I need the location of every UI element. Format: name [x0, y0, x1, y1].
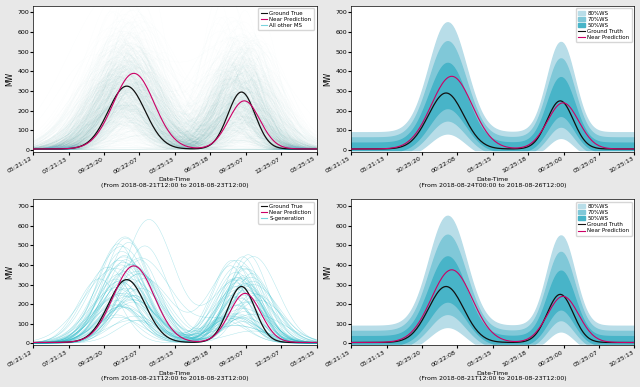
Y-axis label: MW: MW — [6, 265, 15, 279]
X-axis label: Date-Time
(From 2018-08-21T12:00 to 2018-08-23T12:00): Date-Time (From 2018-08-21T12:00 to 2018… — [101, 177, 249, 188]
Y-axis label: MW: MW — [323, 265, 332, 279]
Legend: 80%WS, 70%WS, 50%WS, Ground Truth, Near Prediction: 80%WS, 70%WS, 50%WS, Ground Truth, Near … — [576, 9, 632, 42]
Y-axis label: MW: MW — [6, 72, 15, 86]
Legend: Ground True, Near Prediction, All other MS: Ground True, Near Prediction, All other … — [259, 9, 314, 30]
X-axis label: Date-Time
(From 2018-08-24T00:00 to 2018-08-26T12:00): Date-Time (From 2018-08-24T00:00 to 2018… — [419, 177, 566, 188]
X-axis label: Date-Time
(From 2018-08-21T12:00 to 2018-08-23T12:00): Date-Time (From 2018-08-21T12:00 to 2018… — [419, 371, 566, 381]
Legend: 80%WS, 70%WS, 50%WS, Ground Truth, Near Prediction: 80%WS, 70%WS, 50%WS, Ground Truth, Near … — [576, 202, 632, 236]
X-axis label: Date-Time
(From 2018-08-21T12:00 to 2018-08-23T12:00): Date-Time (From 2018-08-21T12:00 to 2018… — [101, 371, 249, 382]
Y-axis label: MW: MW — [323, 72, 332, 86]
Legend: Ground True, Near Prediction, S-generation: Ground True, Near Prediction, S-generati… — [259, 202, 314, 224]
